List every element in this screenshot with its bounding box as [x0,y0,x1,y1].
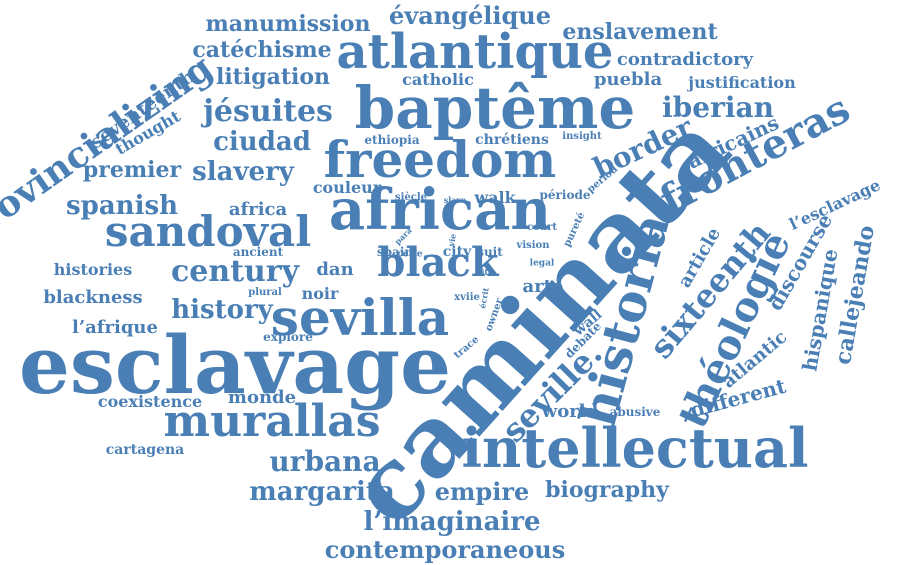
word-black: black [377,239,499,286]
word-legal: legal [529,258,555,269]
word-litigation: litigation [215,64,331,90]
word-cartagena: cartagena [105,442,185,458]
word-bapteme: baptême [354,74,636,142]
word-spain: spain [376,245,414,259]
word-margarita: margarita [249,477,395,507]
word-plural: plural [248,287,282,298]
word-city: city [442,244,472,260]
word-suit: suit [477,245,503,259]
word-coexistence: coexistence [97,392,203,411]
word-vie: vie [445,232,459,248]
word-iberian: iberian [662,91,774,124]
word-ciudad: ciudad [213,127,311,157]
word-slavery: slavery [192,157,294,187]
word-callejeando: callejeando [829,223,881,367]
word-couleur: couleur [312,178,382,197]
word-abusive: abusive [609,405,661,419]
word-limaginaire: l’imaginaire [363,507,541,537]
word-ancient: ancient [232,245,284,259]
word-monde: monde [227,387,297,408]
word-century: century [170,254,300,289]
word-empire: empire [434,477,530,506]
word-catechisme: catéchisme [192,37,332,63]
word-atlantique: atlantique [336,24,614,80]
word-explore: explore [263,330,313,344]
word-spanish: spanish [66,191,178,221]
word-site: site [476,267,494,277]
word-histories: histories [53,260,133,279]
word-arte: arte [522,276,564,297]
word-world: world [541,401,599,422]
word-intellectual: intellectual [461,416,809,480]
word-freedom: freedom [323,130,557,189]
word-manumission: manumission [205,11,371,37]
word-jesuites: jésuites [203,94,333,129]
word-dan: dan [316,259,354,280]
word-court: court [527,222,557,233]
word-esclavage: esclavage [18,318,452,412]
word-ethiopia: ethiopia [364,133,420,147]
word-enslavement: enslavement [562,19,718,45]
word-sevilla: sevilla [270,288,450,347]
word-murallas: murallas [163,396,381,447]
word-africa: africa [228,199,288,220]
word-walk: walk [474,188,516,207]
word-catholic: catholic [402,70,474,89]
word-justification: justification [688,73,796,92]
word-history: history [171,295,273,325]
word-vision: vision [516,240,550,251]
word-noir: noir [301,284,339,303]
word-urbana: urbana [269,445,381,478]
word-chretiens: chrétiens [475,132,549,148]
word-biography: biography [545,477,669,503]
word-xviie: xviie [454,292,480,303]
word-puebla: puebla [593,69,663,90]
word-blackness: blackness [43,287,143,308]
word-cette: cette [397,249,423,260]
word-contemporaneous: contemporaneous [324,535,566,564]
word-contradictory: contradictory [616,49,754,70]
word-periode: période [539,188,591,202]
word-premier: premier [82,157,182,183]
word-insight: insight [562,131,602,142]
word-siecle: siècle [394,192,428,203]
word-sandoval: sandoval [104,207,312,256]
word-slave: slave [443,195,467,205]
word-african: african [328,177,552,243]
word-lafrique: l’afrique [72,317,158,338]
word-evangelique: évangélique [389,1,551,30]
